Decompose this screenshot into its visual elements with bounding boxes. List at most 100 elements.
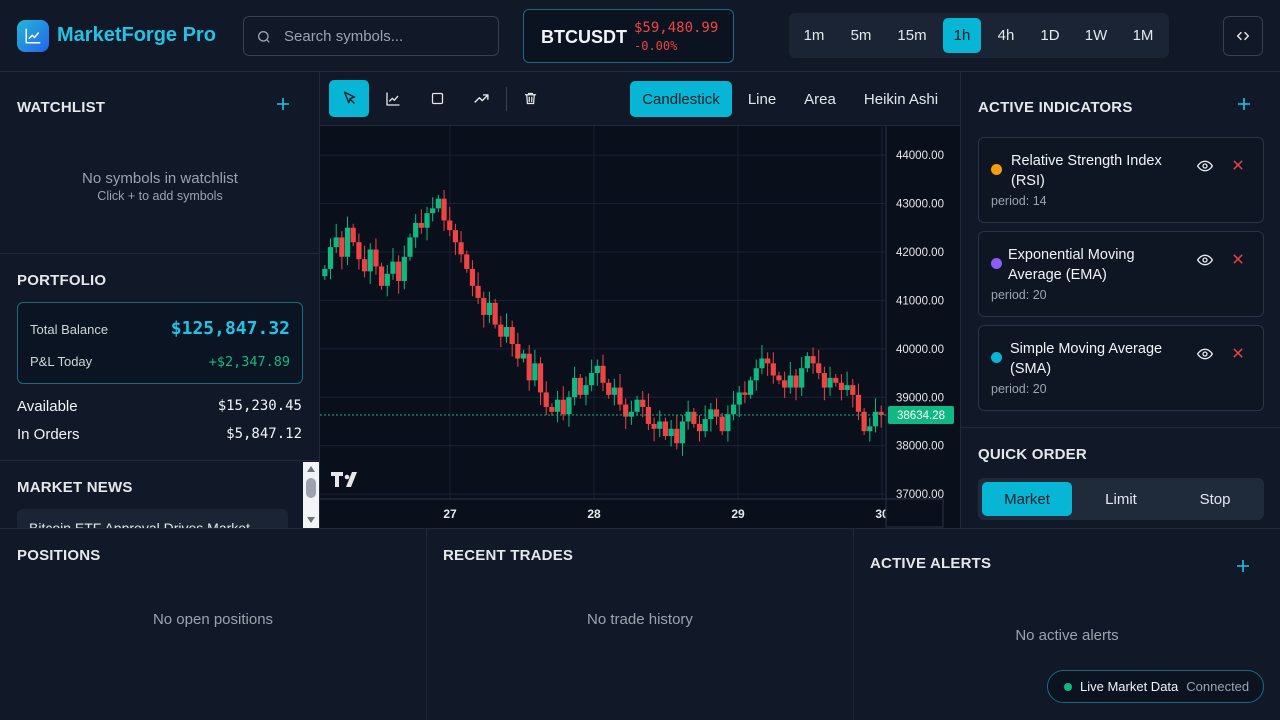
candle-body bbox=[384, 273, 390, 286]
candle-body bbox=[799, 368, 805, 388]
order-tab-market[interactable]: Market bbox=[982, 482, 1072, 516]
scrollbar-thumb[interactable] bbox=[306, 478, 316, 498]
total-balance-label: Total Balance bbox=[30, 322, 109, 337]
candle-body bbox=[674, 428, 680, 444]
logo-icon bbox=[17, 20, 49, 52]
add-indicator-button[interactable] bbox=[1237, 94, 1251, 117]
trend-tool-button[interactable] bbox=[461, 80, 501, 117]
indicator-card-ema[interactable]: Exponential Moving Average (EMA) period:… bbox=[978, 231, 1264, 317]
candle-body bbox=[628, 411, 634, 417]
top-header: MarketForge Pro BTCUSDT $59,480.99 -0.00… bbox=[0, 0, 1280, 72]
candle-body bbox=[481, 297, 487, 315]
line-chart-tool-button[interactable] bbox=[373, 80, 413, 117]
order-tab-limit[interactable]: Limit bbox=[1105, 490, 1137, 508]
indicator-name: Exponential Moving Average (EMA) bbox=[1008, 247, 1135, 283]
eye-icon[interactable] bbox=[1197, 252, 1213, 268]
timeframe-4h[interactable]: 4h bbox=[997, 27, 1015, 44]
timeframe-1w[interactable]: 1W bbox=[1084, 27, 1108, 44]
toolbar-divider bbox=[506, 87, 507, 111]
candle-body bbox=[691, 411, 697, 424]
available-value: $15,230.45 bbox=[217, 398, 302, 414]
candle-body bbox=[611, 387, 617, 395]
rectangle-tool-button[interactable] bbox=[417, 80, 457, 117]
candle-body bbox=[418, 222, 424, 228]
timeframe-1d[interactable]: 1D bbox=[1040, 27, 1060, 44]
chart-type-candlestick[interactable]: Candlestick bbox=[630, 81, 732, 117]
scroll-up-icon[interactable] bbox=[307, 466, 315, 472]
candle-body bbox=[469, 268, 476, 286]
candle-body bbox=[390, 261, 396, 274]
add-alert-button[interactable] bbox=[1236, 556, 1250, 579]
candle-body bbox=[475, 285, 481, 298]
candle-body bbox=[747, 380, 754, 395]
timeframe-5m[interactable]: 5m bbox=[850, 27, 872, 44]
candle-body bbox=[787, 375, 793, 388]
axis-corner bbox=[885, 498, 944, 528]
candle-body bbox=[594, 365, 600, 374]
chart-type-heikin-ashi[interactable]: Heikin Ashi bbox=[863, 90, 939, 108]
orders-label: In Orders bbox=[17, 426, 80, 443]
candle-body bbox=[782, 380, 788, 388]
watchlist-empty: No symbols in watchlist bbox=[82, 170, 238, 187]
candle-body bbox=[464, 254, 470, 269]
candle-body bbox=[452, 230, 459, 243]
indicators-title: ACTIVE INDICATORS bbox=[978, 99, 1133, 116]
candle-body bbox=[753, 368, 759, 381]
plus-icon bbox=[1237, 560, 1249, 572]
timeframe-1mo[interactable]: 1M bbox=[1132, 27, 1154, 44]
cursor-tool-button[interactable] bbox=[329, 80, 369, 117]
chart-toolbar: Candlestick Line Area Heikin Ashi bbox=[320, 72, 960, 126]
y-tick-label: 40000.00 bbox=[896, 344, 944, 356]
timeframe-1m[interactable]: 1m bbox=[803, 27, 825, 44]
close-icon[interactable] bbox=[1229, 344, 1247, 362]
chart-type-line[interactable]: Line bbox=[747, 90, 777, 108]
y-tick-label: 41000.00 bbox=[896, 295, 944, 307]
delete-tool-button[interactable] bbox=[510, 80, 550, 117]
close-icon[interactable] bbox=[1229, 250, 1247, 268]
price-chart[interactable]: 44000.00 43000.00 42000.00 41000.00 40000.00… bbox=[320, 126, 960, 528]
price-axis bbox=[886, 126, 960, 528]
candle-body bbox=[350, 227, 356, 243]
candle-body bbox=[344, 227, 351, 257]
portfolio-summary-card: Total Balance $125,847.32 P&L Today +$2,… bbox=[17, 302, 303, 384]
close-icon[interactable] bbox=[1229, 156, 1247, 174]
y-tick-label: 39000.00 bbox=[896, 392, 944, 404]
total-balance-value: $125,847.32 bbox=[170, 318, 290, 339]
scroll-down-icon[interactable] bbox=[307, 517, 315, 523]
candle-body bbox=[742, 392, 748, 395]
eye-icon[interactable] bbox=[1197, 158, 1213, 174]
ticker-price: $59,480.99 bbox=[634, 20, 719, 36]
watchlist-title: WATCHLIST bbox=[17, 99, 106, 116]
candle-body bbox=[515, 343, 521, 359]
candle-body bbox=[583, 385, 589, 395]
candle-body bbox=[379, 266, 385, 286]
timeframe-15m[interactable]: 15m bbox=[897, 27, 927, 44]
search-box[interactable] bbox=[243, 16, 499, 56]
eye-icon[interactable] bbox=[1197, 346, 1213, 362]
candle-body bbox=[339, 237, 345, 257]
indicator-card-sma[interactable]: Simple Moving Average (SMA) period: 20 bbox=[978, 325, 1264, 411]
candle-body bbox=[736, 392, 742, 405]
chart-area: Candlestick Line Area Heikin Ashi 44000.… bbox=[320, 72, 960, 528]
candle-body bbox=[361, 259, 368, 272]
candle-body bbox=[549, 406, 555, 412]
alerts-title: ACTIVE ALERTS bbox=[870, 555, 992, 572]
candle-body bbox=[838, 382, 845, 391]
add-watchlist-button[interactable] bbox=[276, 94, 290, 117]
plus-icon bbox=[277, 98, 289, 110]
candle-body bbox=[833, 377, 839, 383]
current-price-label: 38634.28 bbox=[897, 410, 945, 422]
timeframe-1h[interactable]: 1h bbox=[943, 18, 981, 53]
news-scrollbar[interactable] bbox=[303, 462, 319, 528]
news-title: MARKET NEWS bbox=[17, 479, 133, 496]
ticker-display[interactable]: BTCUSDT $59,480.99 -0.00% bbox=[523, 9, 734, 63]
left-sidebar: WATCHLIST No symbols in watchlist Click … bbox=[0, 72, 320, 528]
trash-icon bbox=[524, 92, 536, 105]
candle-body bbox=[872, 411, 879, 427]
search-input[interactable] bbox=[284, 17, 484, 55]
code-button[interactable] bbox=[1223, 16, 1263, 56]
order-tab-stop[interactable]: Stop bbox=[1199, 490, 1231, 508]
indicator-card-rsi[interactable]: Relative Strength Index (RSI) period: 14 bbox=[978, 137, 1264, 223]
news-item[interactable]: Bitcoin ETF Approval Drives Market bbox=[17, 509, 288, 528]
chart-type-area[interactable]: Area bbox=[804, 90, 836, 108]
